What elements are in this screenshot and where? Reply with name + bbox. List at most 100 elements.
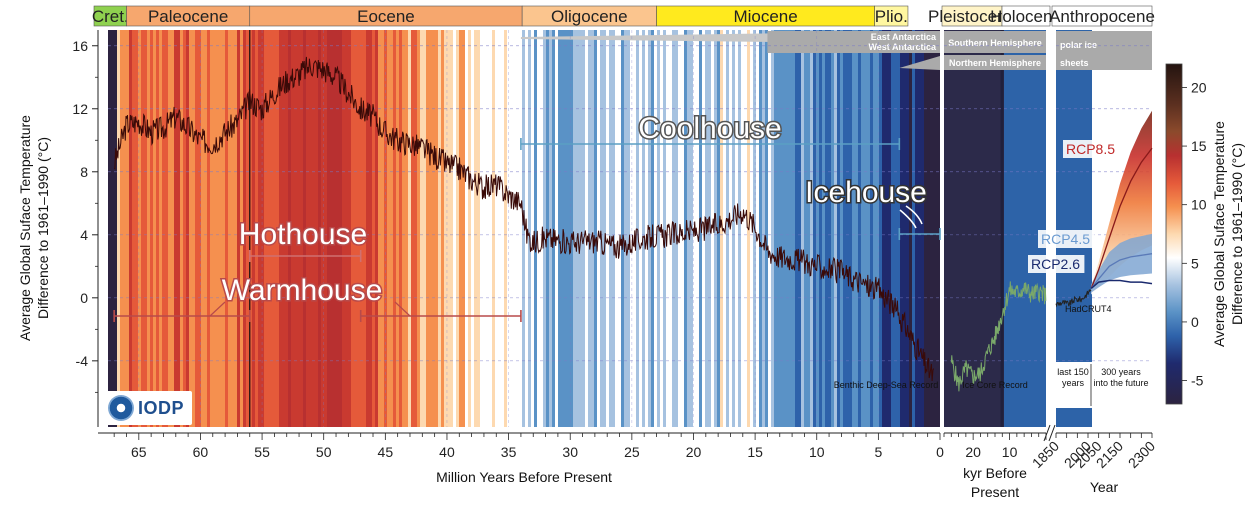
stripe <box>420 30 424 427</box>
y-axis-title: Average Global Suface Temperature <box>17 115 33 341</box>
stripe <box>627 30 631 427</box>
stripe <box>744 30 748 427</box>
x-tick-label: 10 <box>809 444 825 460</box>
stripe <box>576 30 580 427</box>
stripe <box>675 30 679 427</box>
epoch-cell <box>1001 5 1051 27</box>
panel-separator <box>1046 26 1056 431</box>
x-tick-label: 55 <box>254 444 270 460</box>
stripe <box>300 30 304 427</box>
rcp26-line <box>1090 279 1153 289</box>
epoch-bar: Cret. Paleocene Eocene Oligocene Miocene Plio… <box>92 5 1155 27</box>
rcp45-label-bg <box>1038 230 1095 248</box>
stripe <box>480 30 484 427</box>
stripe <box>876 30 880 427</box>
climate-state-annotations: Warmhouse Hothouse Coolhouse Icehouse <box>113 111 941 322</box>
stripe <box>282 30 286 427</box>
kyr-tick-label: 20 <box>965 444 981 460</box>
stripe <box>606 30 610 427</box>
stripe <box>186 30 190 427</box>
stripe <box>126 30 130 427</box>
rcp45-range <box>1091 233 1152 293</box>
stripe <box>531 30 535 427</box>
stripe <box>450 30 454 427</box>
stripe <box>579 30 583 427</box>
stripe <box>840 30 844 427</box>
stripe <box>453 30 457 427</box>
x-tick-label: 65 <box>131 444 147 460</box>
stripe <box>591 30 595 427</box>
stripe <box>732 30 736 427</box>
stripe <box>477 30 481 427</box>
rcp85-label-bg <box>1063 140 1120 158</box>
stripe <box>681 30 685 427</box>
stripe <box>912 30 916 427</box>
stripe <box>345 30 349 427</box>
epoch-label: Anthropocene <box>1049 7 1155 26</box>
stripe <box>135 30 139 427</box>
stripe <box>219 30 223 427</box>
stripe <box>537 30 541 427</box>
stripe <box>558 30 562 427</box>
colorbar-gradient <box>1165 63 1183 405</box>
stripe <box>624 30 628 427</box>
stripe <box>807 30 811 427</box>
stripe <box>603 30 607 427</box>
y-tick-label: 16 <box>72 38 88 54</box>
stripe <box>879 30 883 427</box>
west-antarctica-label: West Antarctica <box>868 42 937 52</box>
iodp-logo: IODP <box>104 391 192 425</box>
holocene-band <box>1004 30 1046 427</box>
stripe <box>225 30 229 427</box>
stripe <box>933 30 937 427</box>
warmhouse-label: Warmhouse <box>222 274 383 307</box>
stripe <box>207 30 211 427</box>
stripe <box>144 30 148 427</box>
kyr-tick-label: 10 <box>1002 444 1018 460</box>
stripe <box>264 30 268 427</box>
stripe <box>357 30 361 427</box>
stripe <box>498 30 502 427</box>
stripe <box>363 30 367 427</box>
stripe <box>600 30 604 427</box>
stripe <box>735 30 739 427</box>
ice-core-series <box>950 281 1047 392</box>
stripe <box>309 30 313 427</box>
antarctic-ice-bar <box>767 31 940 53</box>
x-tick-label: 60 <box>193 444 209 460</box>
stripe <box>258 30 262 427</box>
stripe <box>492 30 496 427</box>
stripe <box>279 30 283 427</box>
stripe <box>270 30 274 427</box>
modern-ice-bar <box>1056 31 1152 70</box>
stripe <box>798 30 802 427</box>
stripe <box>837 30 841 427</box>
stripe <box>669 30 673 427</box>
stripe <box>201 30 205 427</box>
stripe <box>150 30 154 427</box>
stripe <box>237 30 241 427</box>
stripe <box>378 30 382 427</box>
southern-ice-bar <box>944 31 1046 53</box>
rcp45-line <box>1090 253 1153 289</box>
coolhouse-label: Coolhouse <box>638 112 781 145</box>
stripe <box>786 30 790 427</box>
epoch-label: Pleistocene <box>928 7 1016 26</box>
warmhouse-pointer <box>394 301 411 317</box>
epoch-label: Oligocene <box>551 7 628 26</box>
icehouse-label: Icehouse <box>805 176 927 209</box>
x-tick-label: 35 <box>501 444 517 460</box>
stripe <box>849 30 853 427</box>
stripe <box>387 30 391 427</box>
stripe <box>516 30 520 427</box>
rcp26-label-bg <box>1028 255 1085 273</box>
stripe <box>468 30 472 427</box>
stripe <box>762 30 766 427</box>
rcp85-line <box>1090 147 1153 289</box>
stripe <box>195 30 199 427</box>
icehouse-arrows <box>899 205 923 229</box>
epoch-cell <box>874 5 909 27</box>
stripe <box>825 30 829 427</box>
year-tick-label: 1850 <box>1029 438 1062 471</box>
gridlines <box>108 30 1152 427</box>
